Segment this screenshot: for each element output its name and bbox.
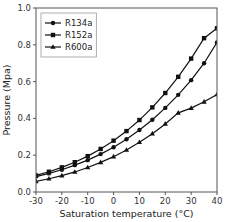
data-point <box>46 176 51 181</box>
data-point <box>98 147 102 151</box>
plot-area <box>36 8 217 192</box>
data-point <box>72 169 77 174</box>
x-axis-label: Saturation temperature (°C) <box>59 208 193 219</box>
data-point <box>176 75 180 79</box>
legend-marker <box>51 33 55 37</box>
data-point <box>111 145 115 149</box>
legend-marker <box>51 21 55 25</box>
data-point <box>176 93 180 97</box>
data-point <box>163 91 167 95</box>
data-point <box>137 128 141 132</box>
data-point <box>137 140 142 145</box>
y-tick-label: 0.8 <box>17 40 31 50</box>
x-tick-label: -30 <box>29 196 43 206</box>
data-point <box>59 173 64 178</box>
data-point <box>60 165 64 169</box>
data-point <box>124 129 128 133</box>
legend-label: R152a <box>65 30 92 40</box>
plot-frame <box>36 8 217 192</box>
y-tick-label: 0.2 <box>17 150 31 160</box>
legend-marker <box>50 44 55 49</box>
x-tick-label: 40 <box>212 196 223 206</box>
data-point <box>85 165 90 170</box>
data-point <box>189 105 194 110</box>
x-tick-label: 20 <box>160 196 171 206</box>
y-tick-label: 1.0 <box>17 3 31 13</box>
data-point <box>47 170 51 174</box>
chart: -30 -20 -10 0 10 20 30 40 0.0 0.2 0.4 0.6 0.8 1.0 Satu… <box>0 0 227 222</box>
y-axis-label: Pressure (Mpa) <box>1 64 12 135</box>
data-point <box>111 154 116 159</box>
data-point <box>86 154 90 158</box>
data-point <box>111 138 115 142</box>
data-point <box>150 117 154 121</box>
series-line <box>36 42 217 176</box>
x-tick-label: -20 <box>55 196 69 206</box>
data-point <box>124 147 129 152</box>
data-point <box>189 56 193 60</box>
legend-box <box>41 13 96 57</box>
data-point <box>86 158 90 162</box>
data-point <box>150 131 155 136</box>
y-tick-label: 0.6 <box>17 77 31 87</box>
data-point <box>150 105 154 109</box>
data-point <box>176 110 181 115</box>
y-tick-label: 0.4 <box>17 113 31 123</box>
x-tick-label: 30 <box>186 196 197 206</box>
data-point <box>202 61 206 65</box>
data-point <box>137 118 141 122</box>
data-point <box>202 36 206 40</box>
data-point <box>163 121 168 126</box>
data-point <box>124 137 128 141</box>
legend-label: R134a <box>65 18 92 28</box>
data-point <box>98 152 102 156</box>
y-tick-label: 0.0 <box>17 187 31 197</box>
legend: R134a R152a R600a <box>41 13 96 57</box>
legend-label: R600a <box>65 42 92 52</box>
data-point <box>189 78 193 82</box>
data-point <box>73 160 77 164</box>
x-tick-label: 0 <box>111 196 116 206</box>
data-point <box>163 106 167 110</box>
x-tick-label: -10 <box>81 196 95 206</box>
data-point <box>201 99 206 104</box>
series-line <box>36 94 217 181</box>
data-point <box>98 160 103 165</box>
x-tick-label: 10 <box>134 196 145 206</box>
